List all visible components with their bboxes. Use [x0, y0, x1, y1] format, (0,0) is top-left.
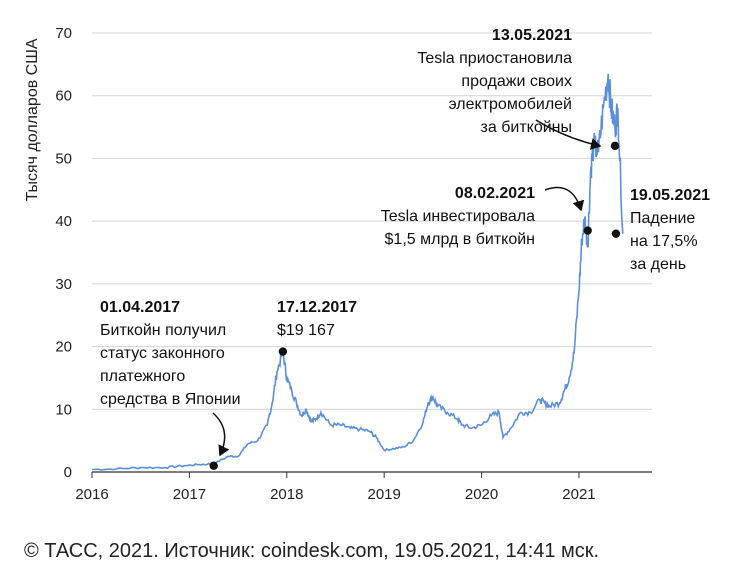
- bitcoin-price-chart: 0 10 20 30 40 50 60 70 2016 2017 2018 2019 2020 2021…: [24, 25, 710, 503]
- event-points: [209, 141, 621, 470]
- x-tick-label: 2020: [465, 486, 498, 503]
- annotation-arrow: [544, 186, 585, 212]
- annotation: 01.04.2017 Биткойн получил статус законног…: [100, 299, 241, 408]
- annotations: 01.04.2017 Биткойн получил статус законног…: [100, 27, 710, 408]
- annotation-text: средства в Японии: [100, 391, 241, 408]
- annotation-arrow: [535, 119, 602, 150]
- grid-lines: [92, 32, 652, 410]
- annotation-arrow: [212, 412, 230, 457]
- annotation-text: Падение: [630, 210, 695, 227]
- annotation-date: 08.02.2021: [455, 185, 535, 202]
- y-axis-label: Тысяч долларов США: [24, 38, 41, 201]
- y-tick-label: 30: [55, 276, 72, 293]
- y-axis-ticks: 0 10 20 30 40 50 60 70: [55, 25, 72, 481]
- y-tick-label: 60: [55, 88, 72, 105]
- x-tick-label: 2017: [173, 486, 206, 503]
- annotation-text: за день: [630, 256, 686, 273]
- annotation-text: электромобилей: [448, 96, 572, 113]
- annotation: 13.05.2021 Tesla приостановила продажи сво…: [417, 27, 572, 136]
- annotation-text: $19 167: [277, 322, 335, 339]
- annotation-text: Биткойн получил: [100, 322, 226, 339]
- annotation-text: статус законного: [100, 345, 225, 362]
- event-point: [610, 141, 620, 151]
- x-tick-label: 2018: [270, 486, 303, 503]
- event-point: [611, 229, 621, 238]
- price-line: [91, 73, 624, 471]
- x-tick-label: 2016: [75, 486, 108, 503]
- annotation-text: за биткойны: [481, 119, 572, 136]
- annotation-text: $1,5 млрд в биткойн: [385, 231, 535, 248]
- annotation-date: 17.12.2017: [277, 299, 357, 316]
- annotation-date: 19.05.2021: [630, 187, 710, 204]
- x-tick-label: 2019: [367, 486, 400, 503]
- annotation-date: 01.04.2017: [100, 299, 180, 316]
- y-tick-label: 70: [55, 25, 72, 42]
- event-point: [583, 226, 592, 235]
- annotation-text: Tesla приостановила: [417, 50, 572, 67]
- event-point: [209, 461, 218, 470]
- y-tick-label: 50: [55, 150, 72, 167]
- annotation: 19.05.2021 Падение на 17,5% за день: [630, 187, 710, 273]
- annotation-text: Tesla инвестировала: [381, 208, 535, 225]
- annotation-text: продажи своих: [461, 73, 572, 90]
- annotation: 08.02.2021 Tesla инвестировала $1,5 млрд в…: [381, 185, 535, 248]
- x-axis-ticks: 2016 2017 2018 2019 2020 2021: [75, 472, 596, 503]
- annotation: 17.12.2017 $19 167: [277, 299, 357, 339]
- event-point: [278, 347, 288, 356]
- x-tick-label: 2021: [562, 486, 595, 503]
- annotation-text: платежного: [100, 368, 185, 385]
- annotation-arrows: [212, 119, 602, 457]
- y-tick-label: 20: [55, 339, 72, 356]
- annotation-text: на 17,5%: [630, 233, 698, 250]
- y-tick-label: 40: [55, 213, 72, 230]
- y-tick-label: 0: [64, 464, 72, 481]
- annotation-date: 13.05.2021: [492, 27, 572, 44]
- source-caption: © ТАСС, 2021. Источник: coindesk.com, 19…: [24, 540, 600, 562]
- y-tick-label: 10: [55, 401, 72, 418]
